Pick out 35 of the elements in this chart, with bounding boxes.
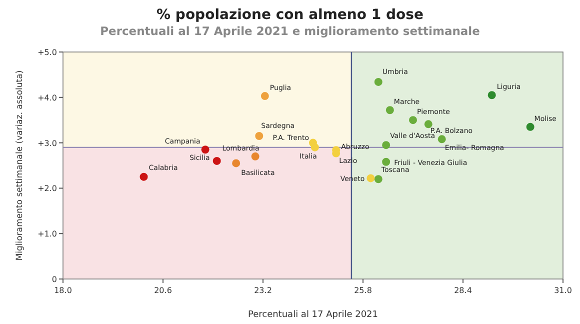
point: [366, 174, 375, 182]
point: [232, 159, 240, 168]
chart-subtitle: Percentuali al 17 Aprile 2021 e miglioramento settimanale: [100, 24, 480, 38]
y-tick-label: +1.0: [38, 230, 57, 239]
y-tick-label: +5.0: [38, 48, 57, 57]
y-axis-title: Miglioramento settimanale (variaz. assoluta): [15, 70, 25, 261]
x-tick-label: 18.0: [54, 286, 72, 295]
point: [386, 106, 394, 114]
point: [309, 138, 317, 147]
y-tick-label: +2.0: [38, 184, 57, 194]
x-tick-label: 28.4: [454, 286, 472, 295]
point: [488, 91, 496, 100]
point: [409, 116, 417, 124]
point: [526, 122, 534, 131]
y-tick-label: +3.0: [38, 138, 57, 148]
x-tick-label: 25.8: [354, 286, 372, 295]
point: [424, 120, 432, 128]
x-tick-label: 31.0: [554, 286, 572, 295]
point: [438, 135, 446, 144]
chart-title: % popolazione con almeno 1 dose: [156, 7, 424, 23]
y-tick-label: +4.0: [38, 93, 57, 102]
point: [374, 78, 382, 86]
x-tick-label: 23.2: [254, 286, 272, 295]
point: [201, 146, 210, 154]
point: [382, 141, 390, 150]
point: [140, 172, 148, 181]
point: [212, 156, 221, 165]
point: [255, 132, 264, 140]
point: [260, 92, 269, 100]
x-axis-title: Percentuali al 17 Aprile 2021: [248, 310, 378, 320]
point: [251, 152, 260, 160]
point: [374, 175, 382, 184]
y-tick-label: 0: [52, 275, 57, 284]
x-tick-label: 20.6: [154, 286, 172, 295]
point: [382, 158, 390, 166]
